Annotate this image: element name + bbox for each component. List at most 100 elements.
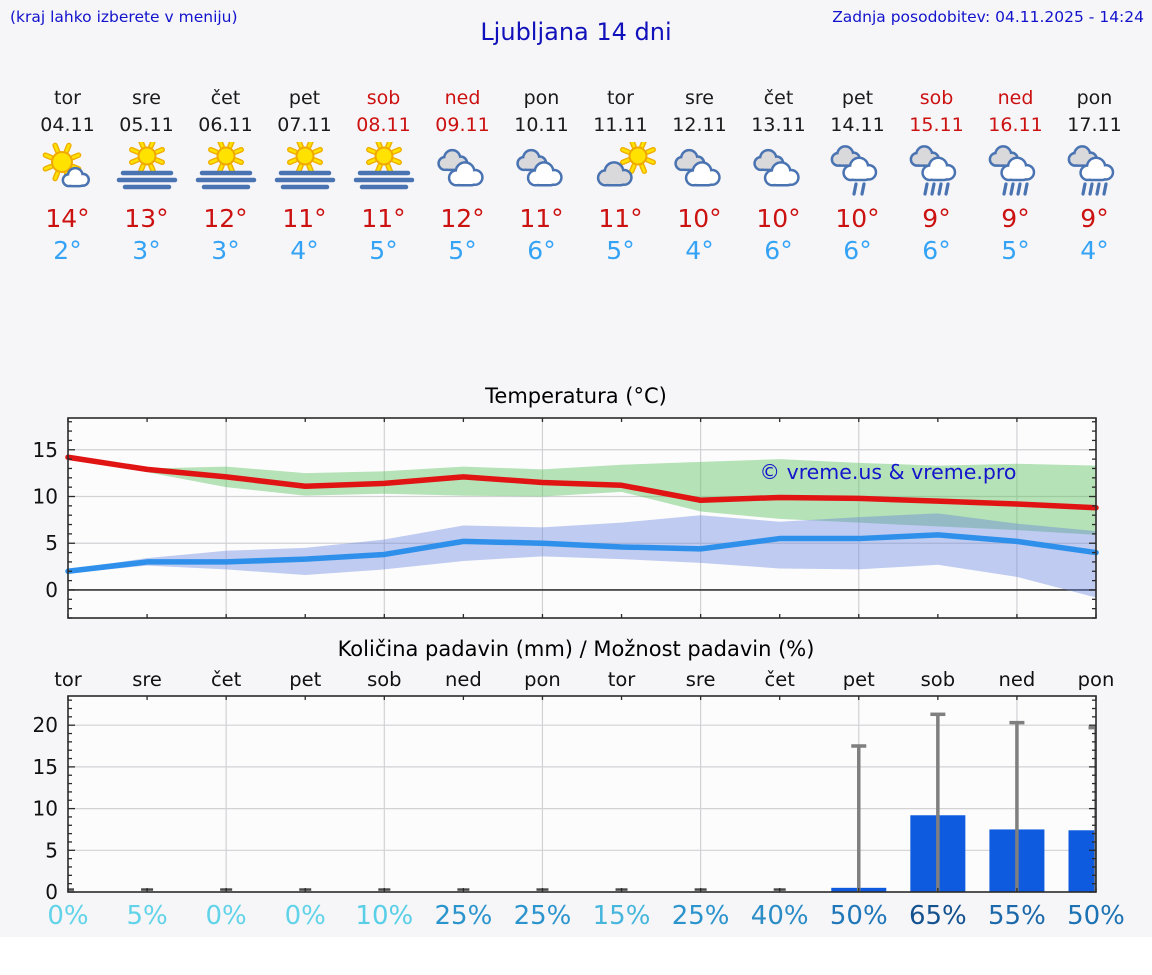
day-column-12[interactable]: sob 15.11 9° 6° bbox=[897, 85, 976, 267]
precip-day-label: pon bbox=[524, 668, 561, 691]
plot-frame bbox=[67, 417, 1097, 619]
day-column-14[interactable]: pon 17.11 9° 4° bbox=[1055, 85, 1134, 267]
y-tick-label: 5 bbox=[45, 838, 58, 862]
day-low-temp: 6° bbox=[527, 236, 556, 265]
day-column-13[interactable]: ned 16.11 9° 5° bbox=[976, 85, 1055, 267]
day-date: 06.11 bbox=[198, 114, 253, 136]
page-title: Ljubljana 14 dni bbox=[480, 18, 672, 46]
precip-percent-label: 65% bbox=[909, 901, 967, 931]
cloud-sun-icon bbox=[581, 139, 660, 201]
temperature-chart-title: Temperatura (°C) bbox=[485, 384, 667, 408]
rain-icon bbox=[1055, 139, 1134, 201]
cloudy-icon bbox=[739, 139, 818, 201]
day-name: sre bbox=[685, 87, 714, 109]
cloudy-icon bbox=[423, 139, 502, 201]
precip-day-label: čet bbox=[765, 668, 796, 691]
day-high-temp: 10° bbox=[835, 204, 880, 233]
day-high-temp: 11° bbox=[361, 204, 406, 233]
precip-day-label: ned bbox=[999, 668, 1036, 691]
day-date: 09.11 bbox=[435, 114, 490, 136]
precip-percent-label: 25% bbox=[434, 901, 492, 931]
day-low-temp: 5° bbox=[1001, 236, 1030, 265]
cloudy-icon bbox=[660, 139, 739, 201]
sun-fog-icon bbox=[186, 139, 265, 201]
day-high-temp: 13° bbox=[124, 204, 169, 233]
forecast-content: (kraj lahko izberete v meniju) Ljubljana… bbox=[0, 8, 1152, 935]
day-name: pon bbox=[523, 87, 560, 109]
day-high-temp: 12° bbox=[440, 204, 485, 233]
precip-day-label: pet bbox=[843, 668, 875, 691]
precipitation-chart: tor sre čet pet sob ned pon tor sre čet pet sob ned p… bbox=[33, 668, 1125, 931]
day-high-temp: 14° bbox=[45, 204, 90, 233]
precip-day-label: pon bbox=[1078, 668, 1115, 691]
day-date: 16.11 bbox=[988, 114, 1043, 136]
day-name: sre bbox=[132, 87, 161, 109]
day-column-9[interactable]: sre 12.11 10° 4° bbox=[660, 85, 739, 267]
precip-bar bbox=[1068, 830, 1096, 892]
day-column-1[interactable]: tor 04.11 14° 2° bbox=[28, 85, 107, 267]
precip-percent-label: 0% bbox=[285, 901, 326, 931]
day-name: čet bbox=[210, 87, 241, 109]
day-column-5[interactable]: sob 08.11 11° 5° bbox=[344, 85, 423, 267]
day-date: 08.11 bbox=[356, 114, 411, 136]
day-low-temp: 4° bbox=[1080, 236, 1109, 265]
day-name: sob bbox=[919, 87, 954, 109]
day-high-temp: 9° bbox=[1001, 204, 1030, 233]
tmin-range-band bbox=[68, 513, 1096, 598]
day-column-10[interactable]: čet 13.11 10° 6° bbox=[739, 85, 818, 267]
day-date: 14.11 bbox=[830, 114, 885, 136]
precip-percent-label: 25% bbox=[514, 901, 572, 931]
rain-icon bbox=[976, 139, 1055, 201]
temperature-chart-section: Temperatura (°C) © vreme.us & vreme.pro 0… bbox=[0, 383, 1152, 633]
day-name: čet bbox=[763, 87, 794, 109]
y-tick-label: 15 bbox=[33, 755, 58, 779]
day-low-temp: 5° bbox=[369, 236, 398, 265]
day-high-temp: 9° bbox=[1080, 204, 1109, 233]
day-low-temp: 3° bbox=[132, 236, 161, 265]
day-date: 17.11 bbox=[1067, 114, 1122, 136]
day-column-11[interactable]: pet 14.11 10° 6° bbox=[818, 85, 897, 267]
day-column-3[interactable]: čet 06.11 12° 3° bbox=[186, 85, 265, 267]
precip-percent-label: 55% bbox=[988, 901, 1046, 931]
day-name: ned bbox=[997, 87, 1034, 109]
precip-percent-label: 15% bbox=[593, 901, 651, 931]
precip-day-label: tor bbox=[54, 668, 83, 691]
tmax-line bbox=[65, 454, 1099, 511]
day-column-2[interactable]: sre 05.11 13° 3° bbox=[107, 85, 186, 267]
precip-percent-label: 50% bbox=[1067, 901, 1125, 931]
day-name: pon bbox=[1076, 87, 1113, 109]
day-low-temp: 4° bbox=[685, 236, 714, 265]
precip-percent-label: 50% bbox=[830, 901, 888, 931]
day-low-temp: 4° bbox=[290, 236, 319, 265]
precipitation-chart-section: Količina padavin (mm) / Možnost padavin … bbox=[0, 636, 1152, 935]
day-date: 12.11 bbox=[672, 114, 727, 136]
precip-day-label: sob bbox=[367, 668, 401, 691]
day-name: tor bbox=[54, 87, 81, 109]
day-column-4[interactable]: pet 07.11 11° 4° bbox=[265, 85, 344, 267]
tmax-range-band bbox=[68, 457, 1096, 535]
precip-percent-label: 0% bbox=[206, 901, 247, 931]
day-name: tor bbox=[607, 87, 634, 109]
day-low-temp: 5° bbox=[448, 236, 477, 265]
day-name: pet bbox=[288, 87, 321, 109]
day-date: 07.11 bbox=[277, 114, 332, 136]
precip-percent-label: 25% bbox=[672, 901, 730, 931]
day-column-6[interactable]: ned 09.11 12° 5° bbox=[423, 85, 502, 267]
day-name: pet bbox=[841, 87, 874, 109]
precip-day-label: ned bbox=[445, 668, 482, 691]
day-high-temp: 10° bbox=[677, 204, 722, 233]
day-high-temp: 10° bbox=[756, 204, 801, 233]
precip-day-label: sob bbox=[921, 668, 955, 691]
day-column-8[interactable]: tor 11.11 11° 5° bbox=[581, 85, 660, 267]
sun-fog-icon bbox=[107, 139, 186, 201]
day-high-temp: 11° bbox=[282, 204, 327, 233]
day-column-7[interactable]: pon 10.11 11° 6° bbox=[502, 85, 581, 267]
precip-percent-label: 40% bbox=[751, 901, 809, 931]
day-low-temp: 3° bbox=[211, 236, 240, 265]
y-tick-label: 20 bbox=[33, 713, 58, 737]
sun-small-cloud-icon bbox=[28, 139, 107, 201]
precip-whisker-cap bbox=[1009, 720, 1025, 725]
day-low-temp: 5° bbox=[606, 236, 635, 265]
y-tick-label: 10 bbox=[33, 797, 58, 821]
watermark: © vreme.us & vreme.pro bbox=[760, 460, 1017, 484]
